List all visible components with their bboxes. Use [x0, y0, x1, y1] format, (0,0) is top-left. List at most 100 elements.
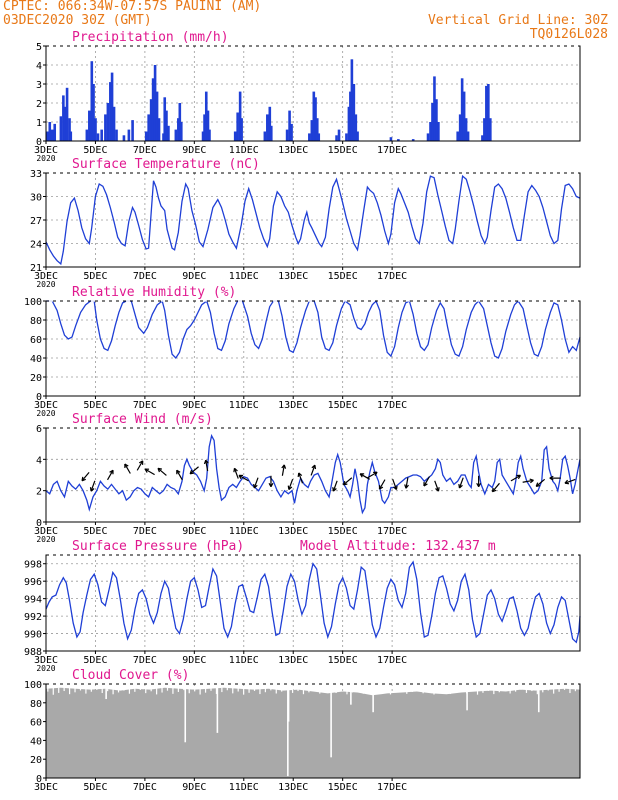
cloud-top-notch: [373, 687, 375, 691]
precip-bar: [431, 103, 434, 141]
wind-vector-arrow: [423, 476, 430, 487]
cloud-top-notch: [438, 687, 441, 693]
precip-bar: [92, 84, 95, 141]
cloud-top-notch: [210, 687, 212, 691]
cloud-top-notch: [101, 687, 103, 694]
precip-bar: [65, 87, 69, 141]
cloud-top-notch: [574, 687, 577, 692]
precip-bar: [109, 82, 112, 141]
wind-vector-arrow: [144, 468, 155, 476]
wind-vector-arrow: [310, 464, 317, 476]
y-tick-label: 0: [36, 774, 42, 785]
cloud-top-notch: [525, 687, 528, 693]
precip-bar: [149, 99, 153, 141]
precip-bar: [85, 129, 89, 141]
y-tick-label: 990: [24, 630, 42, 641]
temperature-series-line: [45, 174, 581, 266]
precip-bar: [115, 129, 118, 141]
wind-vector-arrow: [549, 475, 561, 481]
x-tick-label: 5DEC: [83, 271, 107, 282]
cloud-top-notch: [123, 687, 125, 691]
wind-vector-arrow: [491, 482, 500, 493]
cloud-top-notch: [487, 687, 489, 691]
cloud-top-notch: [237, 687, 239, 692]
cloud-panel: 0 20 40 60 80 100 3DEC 5DEC 7DEC 9DEC 11DEC 13DEC 15…: [24, 668, 581, 793]
precip-bar: [312, 91, 316, 141]
x-tick-label: 3DEC: [34, 400, 58, 411]
precip-bar: [345, 133, 348, 141]
cloud-dip: [105, 684, 107, 700]
y-tick-label: 996: [24, 577, 42, 588]
precip-bar: [204, 91, 208, 141]
x-tick-label: 17DEC: [377, 145, 407, 156]
cloud-top-notch: [297, 687, 299, 692]
cloud-top-notch: [520, 687, 522, 690]
y-tick-label: 21: [30, 263, 42, 274]
cloud-top-notch: [145, 687, 147, 694]
cloud-top-notch: [259, 687, 261, 695]
cloud-top-notch: [58, 687, 60, 693]
precip-bar: [335, 135, 338, 141]
x-tick-label: 11DEC: [229, 145, 259, 156]
precip-bar: [356, 131, 359, 141]
cloud-top-notch: [188, 687, 190, 694]
precip-bar: [144, 131, 148, 141]
x-tick-label: 7DEC: [133, 526, 157, 537]
precip-bar: [317, 133, 321, 141]
x-tick-label: 13DEC: [278, 145, 308, 156]
wind-vector-arrow: [458, 477, 464, 489]
precip-bar: [178, 103, 182, 141]
x-tick-label: 11DEC: [229, 526, 259, 537]
x-tick-label: 3DEC: [34, 271, 58, 282]
wind-vector-arrow: [392, 479, 398, 491]
precip-bar: [96, 133, 100, 141]
cloud-top-notch: [150, 687, 152, 692]
precip-bar: [68, 118, 71, 141]
x-tick-label: 17DEC: [377, 526, 407, 537]
precip-bar: [483, 118, 486, 141]
humidity-panel: 0 20 40 60 80 100 3DEC 5DEC 7DEC 9DEC 11DEC 13DEC 15…: [24, 285, 581, 418]
cloud-top-notch: [302, 687, 305, 695]
y-tick-label: 60: [30, 718, 42, 729]
x-tick-label: 15DEC: [328, 400, 358, 411]
wind-plot-frame: [45, 427, 581, 523]
cloud-top-notch: [308, 687, 310, 693]
cloud-top-notch: [313, 687, 315, 691]
cloud-top-notch: [324, 687, 326, 692]
x-tick-label: 17DEC: [377, 400, 407, 411]
humidity-title: Relative Humidity (%): [72, 285, 236, 300]
y-tick-label: 40: [30, 354, 42, 365]
x-year-label: 2020: [36, 154, 55, 163]
precip-bar: [314, 97, 317, 141]
precip-bar: [350, 59, 354, 141]
cloud-top-notch: [243, 687, 245, 695]
precip-bar: [489, 118, 492, 141]
x-tick-label: 7DEC: [133, 400, 157, 411]
precip-bar: [233, 131, 237, 141]
x-tick-label: 5DEC: [83, 145, 107, 156]
x-tick-label: 5DEC: [83, 782, 107, 793]
cloud-top-notch: [275, 687, 277, 694]
precip-bar: [315, 118, 319, 141]
cloud-top-notch: [406, 687, 408, 694]
y-tick-label: 33: [30, 169, 42, 180]
y-tick-label: 6: [36, 424, 42, 435]
cloud-top-notch: [547, 687, 549, 691]
wind-vector-arrow: [367, 471, 378, 479]
cloud-top-notch: [85, 687, 87, 694]
y-tick-label: 4: [36, 455, 42, 466]
precip-bar: [88, 110, 91, 141]
cloud-top-notch: [340, 687, 343, 692]
cloud-dip: [287, 684, 290, 722]
y-tick-label: 992: [24, 612, 42, 623]
cloud-top-notch: [389, 687, 392, 695]
y-tick-label: 80: [30, 699, 42, 710]
precip-bar: [288, 110, 291, 141]
x-tick-label: 3DEC: [34, 655, 58, 666]
cloud-top-notch: [204, 687, 207, 693]
cloud-top-notch: [357, 687, 359, 691]
precip-bar: [151, 78, 155, 141]
cloud-dip: [466, 684, 468, 711]
cloud-top-notch: [482, 687, 484, 693]
